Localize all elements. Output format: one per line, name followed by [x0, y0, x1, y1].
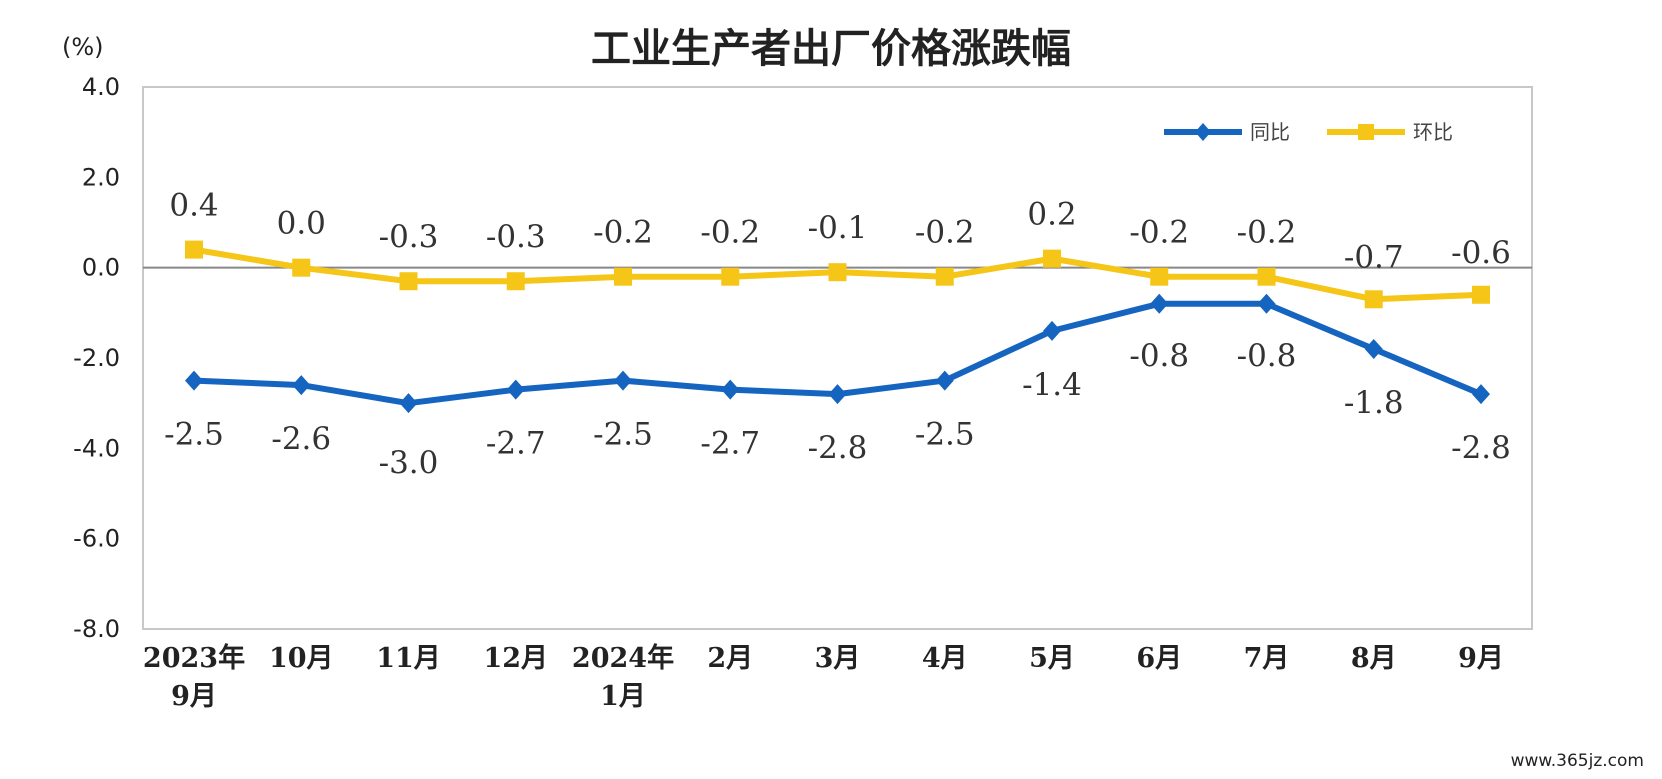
data-label: -1.8	[1344, 385, 1404, 421]
series-point	[506, 272, 525, 291]
series-point	[721, 267, 740, 286]
data-label: -3.0	[379, 445, 439, 481]
series-point	[1043, 249, 1061, 268]
data-label: 0.0	[277, 206, 326, 242]
series-point	[1257, 267, 1276, 286]
series-point	[614, 370, 632, 391]
series-point	[935, 267, 954, 286]
x-tick-label: 9月	[1458, 643, 1504, 674]
x-tick-label: 4月	[922, 643, 968, 674]
x-tick-label: 7月	[1244, 643, 1290, 674]
data-label: -0.2	[1237, 215, 1297, 251]
y-axis-ticks: 4.0 2.0 0.0 -2.0 -4.0 -6.0 -8.0	[73, 73, 120, 643]
y-tick-label: -2.0	[73, 344, 120, 372]
series-point	[1150, 267, 1169, 286]
x-tick-label: 2023年	[143, 642, 245, 674]
series-point	[292, 375, 311, 396]
x-tick-label: 9月	[171, 681, 217, 712]
data-label: 0.4	[169, 188, 218, 224]
series-point	[935, 370, 954, 391]
data-label: -2.5	[593, 417, 653, 453]
series-layer	[185, 240, 1490, 414]
series-point	[399, 272, 418, 291]
x-tick-label: 3月	[815, 643, 861, 674]
x-tick-label: 5月	[1029, 643, 1075, 674]
data-label: -2.5	[164, 417, 224, 453]
data-label: -0.1	[808, 210, 868, 246]
series-point	[1043, 320, 1061, 341]
series-point	[721, 379, 740, 400]
series-point	[1472, 285, 1490, 304]
data-label: -2.7	[486, 426, 546, 462]
data-labels: -2.5 -2.6 -3.0 -2.7 -2.5 -2.7 -2.8 -2.5 -1.4 -0.8…	[164, 188, 1511, 482]
series-point	[1150, 293, 1169, 314]
data-label: -2.7	[700, 426, 760, 462]
data-label: -0.2	[700, 215, 760, 251]
data-label: -2.6	[271, 421, 331, 457]
y-axis-unit: (%)	[62, 33, 104, 61]
x-tick-label: 2月	[707, 643, 753, 674]
legend-swatch-marker	[1195, 123, 1211, 141]
x-tick-label: 2024年	[572, 642, 674, 674]
x-tick-label: 1月	[600, 681, 646, 712]
y-tick-label: 0.0	[82, 254, 120, 282]
y-tick-label: -8.0	[73, 615, 120, 643]
series-point	[1257, 293, 1276, 314]
legend: 同比 环比	[1164, 120, 1453, 144]
data-label: -0.8	[1237, 338, 1297, 374]
data-label: -0.7	[1344, 239, 1404, 275]
data-label: -1.4	[1022, 367, 1082, 403]
data-label: -0.2	[915, 215, 975, 251]
series-point	[614, 267, 632, 286]
data-label: 0.2	[1027, 197, 1076, 233]
legend-label: 同比	[1250, 120, 1290, 144]
watermark: www.365jz.com	[1510, 751, 1644, 771]
data-label: -2.5	[915, 417, 975, 453]
series-point	[292, 258, 311, 277]
series-point	[1364, 338, 1383, 359]
series-point	[828, 263, 847, 282]
series-point	[506, 379, 525, 400]
legend-swatch-marker	[1358, 124, 1374, 140]
series-point	[1364, 290, 1383, 309]
data-label: -0.3	[486, 219, 546, 255]
series-point	[185, 240, 203, 259]
data-label: -0.8	[1129, 338, 1189, 374]
legend-label: 环比	[1413, 120, 1453, 144]
x-tick-label: 11月	[376, 643, 441, 674]
y-tick-label: 2.0	[82, 163, 120, 191]
plot-area	[142, 86, 1533, 630]
data-label: -0.6	[1451, 235, 1511, 271]
series-point	[1472, 384, 1490, 405]
data-label: -0.2	[1129, 215, 1189, 251]
data-label: -2.8	[1451, 430, 1511, 466]
x-tick-label: 8月	[1351, 643, 1397, 674]
y-tick-label: -4.0	[73, 434, 120, 462]
series-point	[399, 393, 418, 414]
x-axis-ticks: 2023年 9月 10月 11月 12月 2024年 1月 2月 3月 4月 5月 6月 7月 8月 9月	[143, 642, 1504, 712]
series-point	[828, 384, 847, 405]
chart-title: 工业生产者出厂价格涨跌幅	[591, 26, 1071, 72]
x-tick-label: 6月	[1136, 643, 1182, 674]
x-tick-label: 12月	[483, 643, 548, 674]
y-tick-label: -6.0	[73, 525, 120, 553]
data-label: -0.3	[379, 219, 439, 255]
data-label: -2.8	[808, 430, 868, 466]
x-tick-label: 10月	[269, 643, 334, 674]
y-tick-label: 4.0	[82, 73, 120, 101]
series-point	[185, 370, 203, 391]
data-label: -0.2	[593, 215, 653, 251]
